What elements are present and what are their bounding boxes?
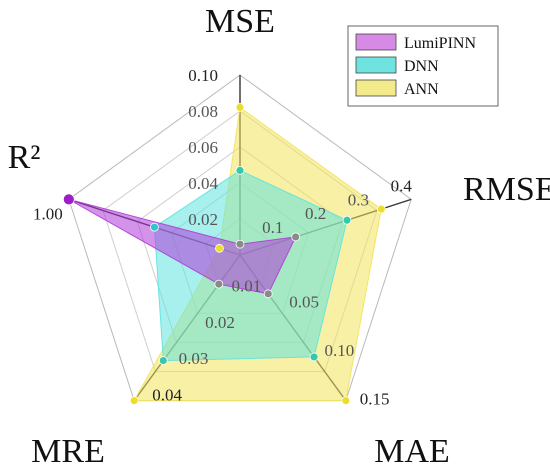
point-lumipinn-mse [235, 239, 245, 249]
point-ann-mse [235, 103, 245, 112]
point-dnn-r2 [150, 222, 159, 232]
tick-label-mse-1: 0.04 [188, 174, 218, 193]
point-lumipinn-r2 [62, 193, 75, 206]
tick-label-mre-1: 0.02 [205, 313, 235, 332]
point-ann-mae [341, 396, 351, 406]
point-ann-rmse [376, 204, 386, 214]
tick-label-mae-1: 0.10 [325, 341, 355, 360]
tick-label-rmse-1: 0.2 [305, 204, 326, 223]
point-ann-mre [129, 396, 139, 406]
point-lumipinn-mre [214, 279, 224, 289]
tick-label-mae-2: 0.15 [360, 390, 390, 409]
legend-label-ann: ANN [404, 81, 439, 98]
tick-label-mse-4: 0.10 [188, 66, 218, 85]
axis-title-mre: MRE [31, 433, 105, 470]
legend-label-dnn: DNN [404, 58, 439, 75]
tick-label-rmse-2: 0.3 [348, 190, 369, 209]
axis-title-mae: MAE [374, 433, 450, 470]
axis-title-mse: MSE [205, 3, 275, 40]
tick-label-mae-0: 0.05 [289, 293, 319, 312]
tick-label-mre-0: 0.01 [232, 276, 262, 295]
axis-title-r2: R² [8, 139, 41, 176]
series-area-lumipinn [68, 198, 297, 295]
legend-swatch-lumipinn [355, 33, 397, 51]
tick-label-mse-2: 0.06 [188, 138, 218, 157]
legend-swatch-ann [355, 79, 397, 97]
radar-axis-titles: MSE RMSE MAE MRE R² [8, 3, 550, 470]
axis-title-rmse: RMSE [463, 171, 550, 208]
radar-series [62, 103, 386, 406]
tick-label-mse-0: 0.02 [188, 210, 218, 229]
point-dnn-mre [158, 356, 168, 365]
tick-label-mre-2: 0.03 [179, 349, 209, 368]
tick-label-mse-3: 0.08 [188, 102, 218, 121]
legend-swatch-dnn [355, 56, 397, 74]
point-lumipinn-mae [263, 289, 273, 299]
tick-label-rmse-3: 0.4 [391, 176, 413, 195]
tick-label-mre-3: 0.04 [152, 386, 182, 405]
point-dnn-rmse [342, 215, 352, 225]
point-lumipinn-rmse [291, 232, 301, 242]
point-dnn-mae [309, 352, 319, 362]
point-ann-r2 [215, 243, 224, 253]
point-dnn-mse [235, 165, 245, 175]
tick-label-rmse-0: 0.1 [262, 218, 283, 237]
legend-label-lumipinn: LumiPINN [404, 35, 476, 52]
radar-tick-labels: 0.02 0.04 0.06 0.08 0.10 0.1 0.2 0.3 0.4 0.05 0.10… [33, 66, 412, 409]
tick-label-r2-0: 1.00 [33, 204, 63, 223]
legend: LumiPINN DNN ANN [347, 25, 499, 107]
